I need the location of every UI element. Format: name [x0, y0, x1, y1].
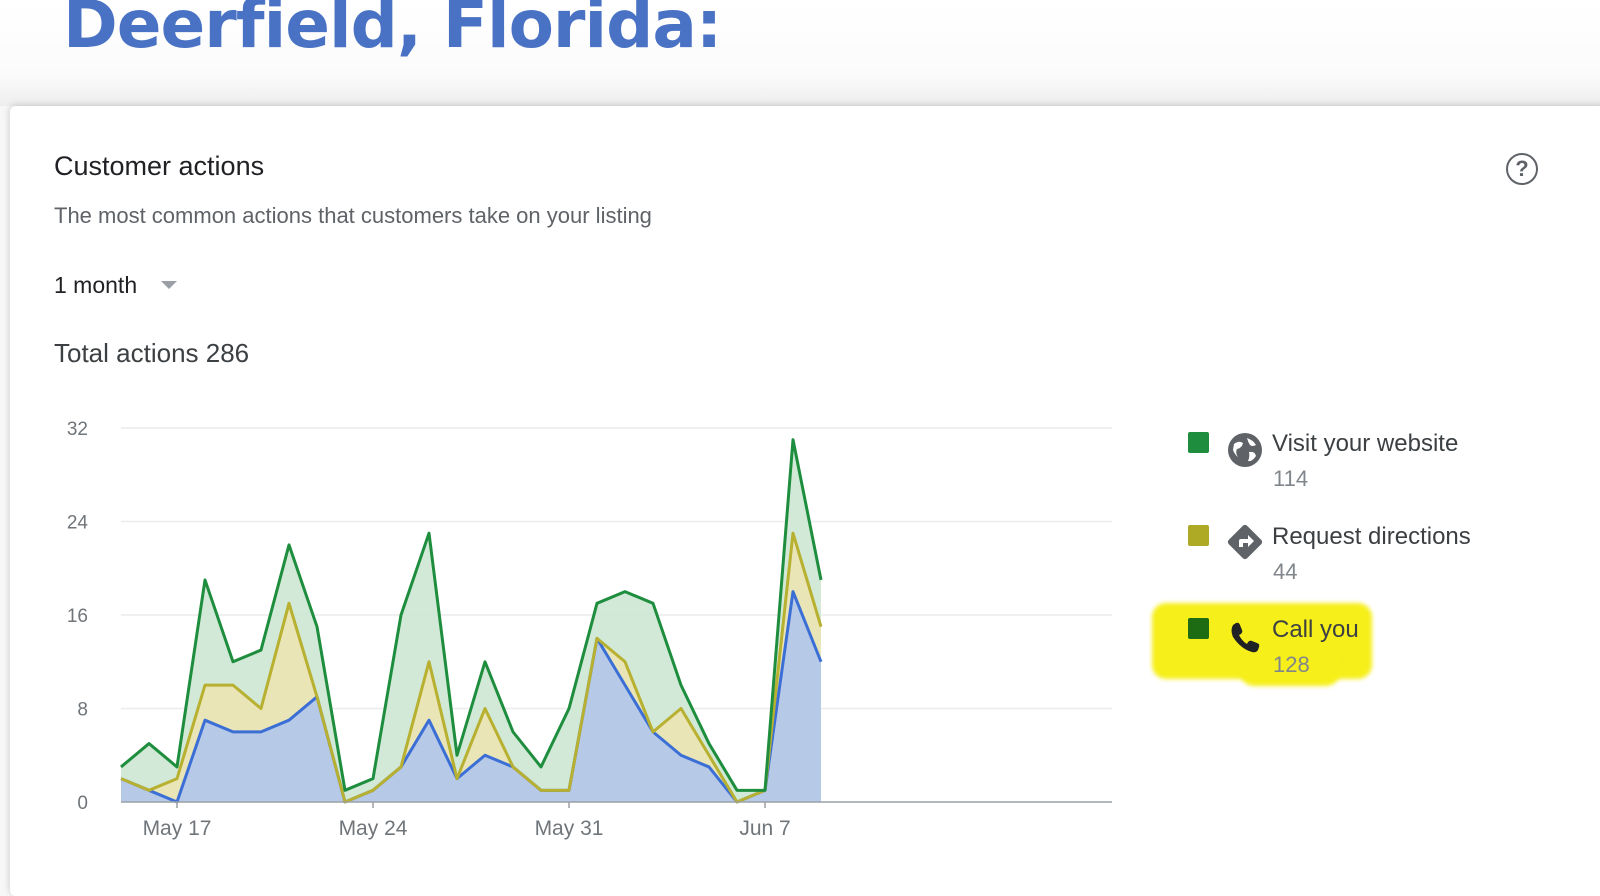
x-tick-label: Jun 7 [739, 817, 790, 840]
legend-label: Call you [1272, 616, 1359, 643]
chart-axes: 0 8 16 24 32 May 17 May 24 May 31 Jun 7 [67, 419, 1112, 840]
customer-actions-chart: 0 8 16 24 32 May 17 May 24 May 31 Jun 7 [67, 419, 1112, 840]
series-line-directions [120, 531, 823, 804]
legend-value: 44 [1273, 559, 1298, 584]
card-subtitle: The most common actions that customers t… [54, 203, 652, 228]
total-actions: Total actions 286 [54, 338, 250, 368]
legend-value: 114 [1273, 466, 1309, 491]
y-tick-label: 8 [77, 700, 88, 721]
phone-icon [1231, 622, 1260, 653]
y-tick-label: 16 [67, 606, 88, 627]
page-heading: Deerfield, Florida: [63, 0, 722, 63]
y-tick-label: 24 [67, 513, 89, 534]
help-icon[interactable]: ? [1506, 153, 1538, 185]
area-calls [121, 591, 821, 802]
y-tick-label: 32 [67, 419, 88, 440]
legend-label: Request directions [1272, 523, 1471, 550]
x-tick-label: May 24 [339, 817, 408, 840]
x-tick-label: May 17 [143, 817, 212, 840]
period-dropdown-label: 1 month [54, 271, 138, 298]
caret-down-icon [161, 281, 178, 289]
series-line-website [120, 438, 823, 792]
x-tick-label: May 31 [535, 817, 604, 840]
legend-swatch-call [1188, 618, 1209, 639]
y-tick-label: 0 [77, 793, 88, 814]
directions-icon [1227, 524, 1263, 560]
legend-value: 128 [1273, 652, 1310, 677]
header-band [0, 0, 1600, 106]
period-dropdown[interactable]: 1 month [54, 270, 178, 300]
card-title: Customer actions [54, 151, 265, 181]
series-line-calls [120, 590, 823, 804]
legend-label: Visit your website [1272, 430, 1459, 457]
legend-swatch-directions [1188, 525, 1209, 546]
legend-swatch-website [1188, 432, 1209, 453]
chart-lines [120, 438, 823, 804]
globe-icon [1228, 433, 1262, 467]
chart-areas [121, 439, 821, 802]
